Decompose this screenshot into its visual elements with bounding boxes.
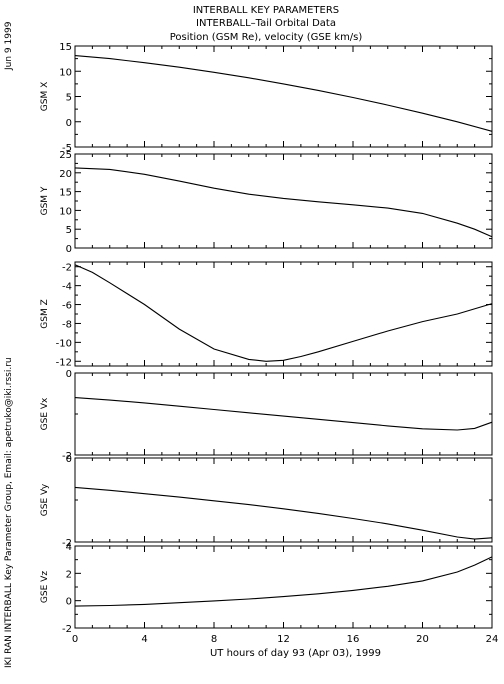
y-axis-label: GSM X [40,82,50,111]
x-tick-label: 24 [486,634,499,645]
y-tick-label: -6 [62,301,72,312]
x-tick-label: 16 [347,634,360,645]
print-date: Jun 9 1999 [4,21,14,71]
x-tick-label: 8 [211,634,217,645]
y-tick-label: -2 [62,624,72,635]
panel-frame [74,153,493,249]
series-line [74,167,493,238]
panel-frame [74,457,493,543]
title-line-2: INTERBALL–Tail Orbital Data [196,18,336,29]
series-line [74,486,493,540]
y-axis-label: GSE Vy [40,483,50,516]
y-tick-label: 15 [59,188,72,199]
y-tick-label: 20 [59,169,72,180]
y-tick-label: 0 [66,118,72,129]
y-tick-label: 0 [66,369,72,380]
credit-line: IKI RAN INTERBALL Key Parameter Group, E… [4,357,14,668]
y-tick-label: -2 [62,263,72,274]
y-tick-label: -4 [62,282,72,293]
y-axis-label: GSE Vx [40,397,50,430]
panel-gsm-x: -5 0 5 10 15 GSM X [40,42,493,154]
y-tick-label: 5 [66,225,72,236]
y-tick-label: 4 [66,542,72,553]
panel-frame [74,45,493,148]
y-tick-label: 0 [66,597,72,608]
y-tick-label: 5 [66,93,72,104]
panel-frame [74,372,493,456]
x-tick-label: 12 [277,634,290,645]
y-tick-label: -8 [62,319,72,330]
title-line-3: Position (GSM Re), velocity (GSE km/s) [170,32,363,43]
y-tick-label: 10 [59,67,72,78]
panel-frame [74,261,493,367]
series-line [74,397,493,431]
x-tick-label: 20 [416,634,429,645]
y-tick-label: -2 [62,451,72,462]
y-tick-label: -12 [56,357,72,368]
y-axis-label: GSM Z [40,299,50,328]
x-axis-label: UT hours of day 93 (Apr 03), 1999 [210,648,381,659]
y-tick-label: 0 [66,244,72,255]
y-axis-label: GSE Vz [40,571,50,603]
y-tick-label: 15 [59,42,72,53]
series-line [74,264,493,362]
y-axis-label: GSM Y [40,186,50,215]
y-tick-label: -2 [62,538,72,549]
y-tick-label: -5 [62,143,72,154]
series-line [74,55,493,132]
x-tick-label: 0 [72,634,78,645]
y-tick-label: 2 [66,569,72,580]
title-line-1: INTERBALL KEY PARAMETERS [193,5,339,16]
series-line [74,556,493,607]
panel-gsm-y: 0 5 10 15 20 25 GSM Y [40,150,493,255]
y-tick-label: -10 [56,338,72,349]
y-tick-label: 25 [59,150,72,161]
panel-gsm-z: -12 -10 -8 -6 -4 -2 GSM Z [40,261,493,368]
panel-frame [74,545,493,629]
x-tick-label: 4 [141,634,147,645]
y-tick-label: 10 [59,206,72,217]
y-tick-label: 0 [66,454,72,465]
